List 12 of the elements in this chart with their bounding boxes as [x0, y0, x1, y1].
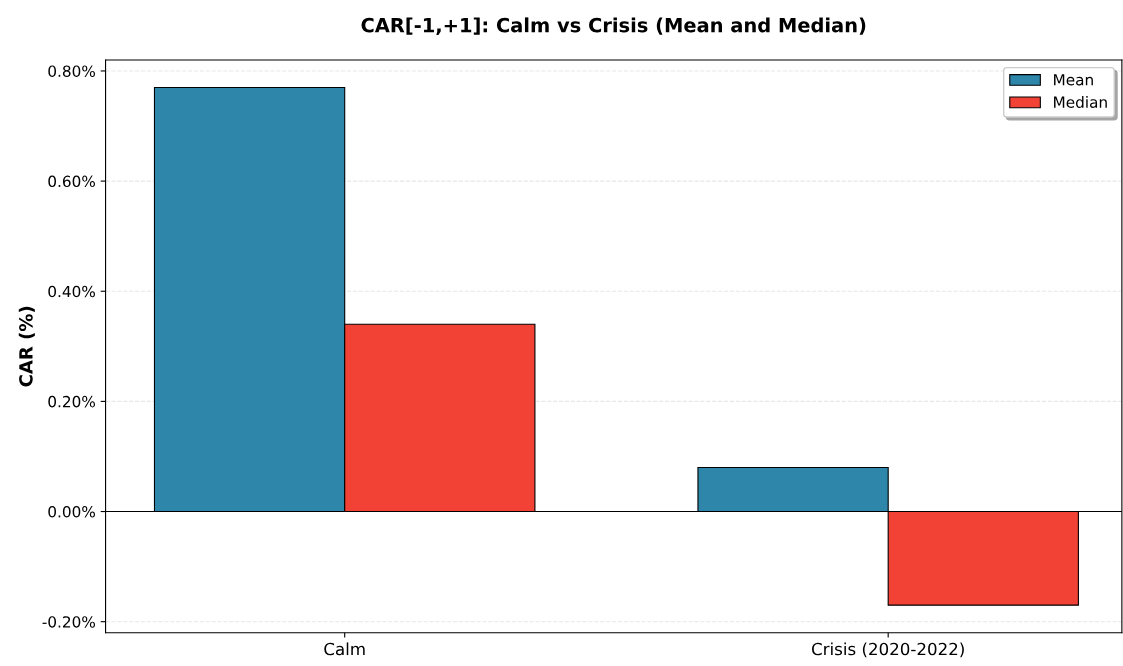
x-tick-label: Calm	[324, 642, 365, 656]
y-tick-label: 0.60%	[48, 175, 95, 188]
legend-label: Mean	[1054, 74, 1093, 86]
y-tick-label: -0.20%	[42, 616, 95, 628]
y-tick-label: 0.20%	[48, 395, 95, 408]
legend-label: Median	[1054, 96, 1107, 108]
x-tick-label: Crisis (2020-2022)	[811, 642, 964, 658]
y-tick-label: 0.80%	[48, 65, 95, 77]
y-tick-label: 0.40%	[48, 285, 95, 298]
y-tick-label: 0.00%	[48, 506, 95, 518]
y-axis-title: CAR (%)	[18, 306, 35, 387]
chart-title: CAR[-1,+1]: Calm vs Crisis (Mean and Median)	[361, 17, 866, 35]
